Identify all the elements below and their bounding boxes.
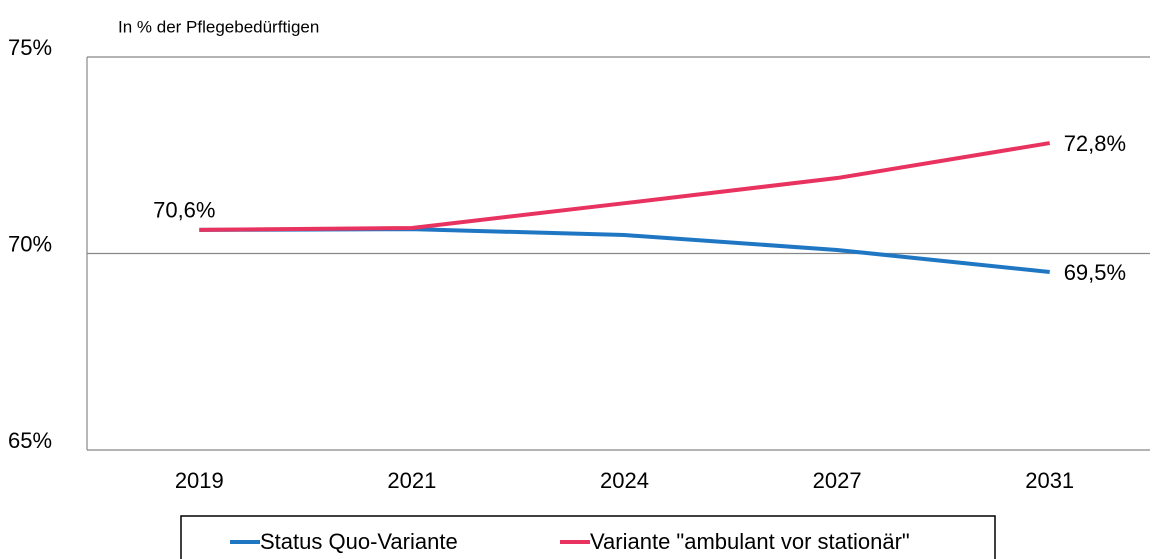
data-label: 72,8% — [1064, 131, 1126, 156]
data-label: 69,5% — [1064, 260, 1126, 285]
y-tick-label: 65% — [8, 428, 52, 453]
y-tick-label: 70% — [8, 231, 52, 256]
x-tick-label: 2027 — [813, 468, 862, 493]
axis-label: In % der Pflegebedürftigen — [118, 17, 319, 36]
series-line — [199, 227, 1050, 274]
x-tick-label: 2024 — [600, 468, 649, 493]
x-tick-label: 2031 — [1025, 468, 1074, 493]
data-label: 70,6% — [153, 198, 215, 223]
legend-box — [180, 515, 996, 559]
series-line — [199, 141, 1051, 232]
legend-label: Status Quo-Variante — [260, 529, 458, 554]
legend-label: Variante "ambulant vor stationär" — [590, 529, 910, 554]
x-tick-label: 2021 — [387, 468, 436, 493]
x-tick-label: 2019 — [175, 468, 224, 493]
y-tick-label: 75% — [8, 35, 52, 60]
